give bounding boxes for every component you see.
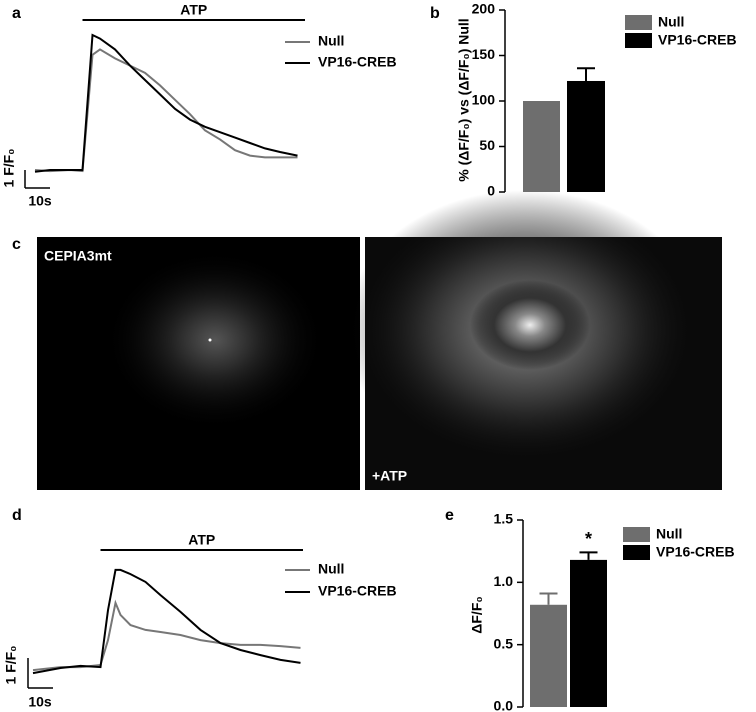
stimulus-label: ATP: [180, 2, 207, 18]
image-label: +ATP: [372, 468, 407, 484]
significance: *: [585, 529, 592, 549]
y-tick-label: 100: [472, 92, 496, 108]
legend-label: Null: [658, 14, 684, 30]
y-tick-label: 1.5: [494, 511, 514, 527]
panel-label: d: [12, 507, 22, 524]
legend-label: Null: [656, 526, 682, 542]
legend-label: Null: [318, 33, 344, 49]
trace: [34, 33, 298, 173]
scale-bar-label: 10s: [28, 694, 52, 710]
legend-swatch: [625, 33, 652, 48]
y-axis-label: % (ΔF/F₀) vs (ΔF/F₀) Null: [456, 18, 472, 181]
panel-label: e: [445, 507, 454, 524]
panel-label: b: [430, 5, 440, 22]
legend-label: VP16-CREB: [318, 583, 397, 599]
y-tick-label: 200: [472, 1, 496, 17]
y-tick-label: 0.0: [494, 698, 514, 712]
y-tick-label: 50: [479, 137, 495, 153]
trace: [32, 599, 301, 672]
bar: [523, 101, 560, 192]
legend-swatch: [625, 15, 652, 30]
legend-label: VP16-CREB: [658, 32, 737, 48]
y-axis-label: ΔF/F₀: [469, 596, 485, 633]
legend-swatch: [623, 545, 650, 560]
image-right: [345, 190, 722, 490]
trace: [32, 568, 301, 675]
bar: [570, 559, 607, 707]
bar: [567, 80, 605, 192]
trace: [34, 48, 298, 173]
panel-label: a: [12, 5, 21, 22]
image-label: CEPIA3mt: [44, 248, 112, 264]
scale-bar-label: 10s: [28, 193, 52, 209]
stimulus-label: ATP: [188, 532, 215, 548]
legend-swatch: [623, 527, 650, 542]
y-tick-label: 1.0: [494, 573, 514, 589]
image-left: [37, 237, 360, 490]
scale-bar-label: 1 F/F₀: [3, 646, 19, 685]
panel-label: c: [12, 236, 21, 253]
legend-label: VP16-CREB: [656, 544, 735, 560]
y-tick-label: 0.5: [494, 635, 514, 651]
y-tick-label: 150: [472, 46, 496, 62]
scale-bar-label: 1 F/F₀: [1, 149, 17, 188]
bar: [530, 604, 567, 707]
legend-label: VP16-CREB: [318, 54, 397, 70]
y-tick-label: 0: [487, 183, 495, 199]
legend-label: Null: [318, 561, 344, 577]
